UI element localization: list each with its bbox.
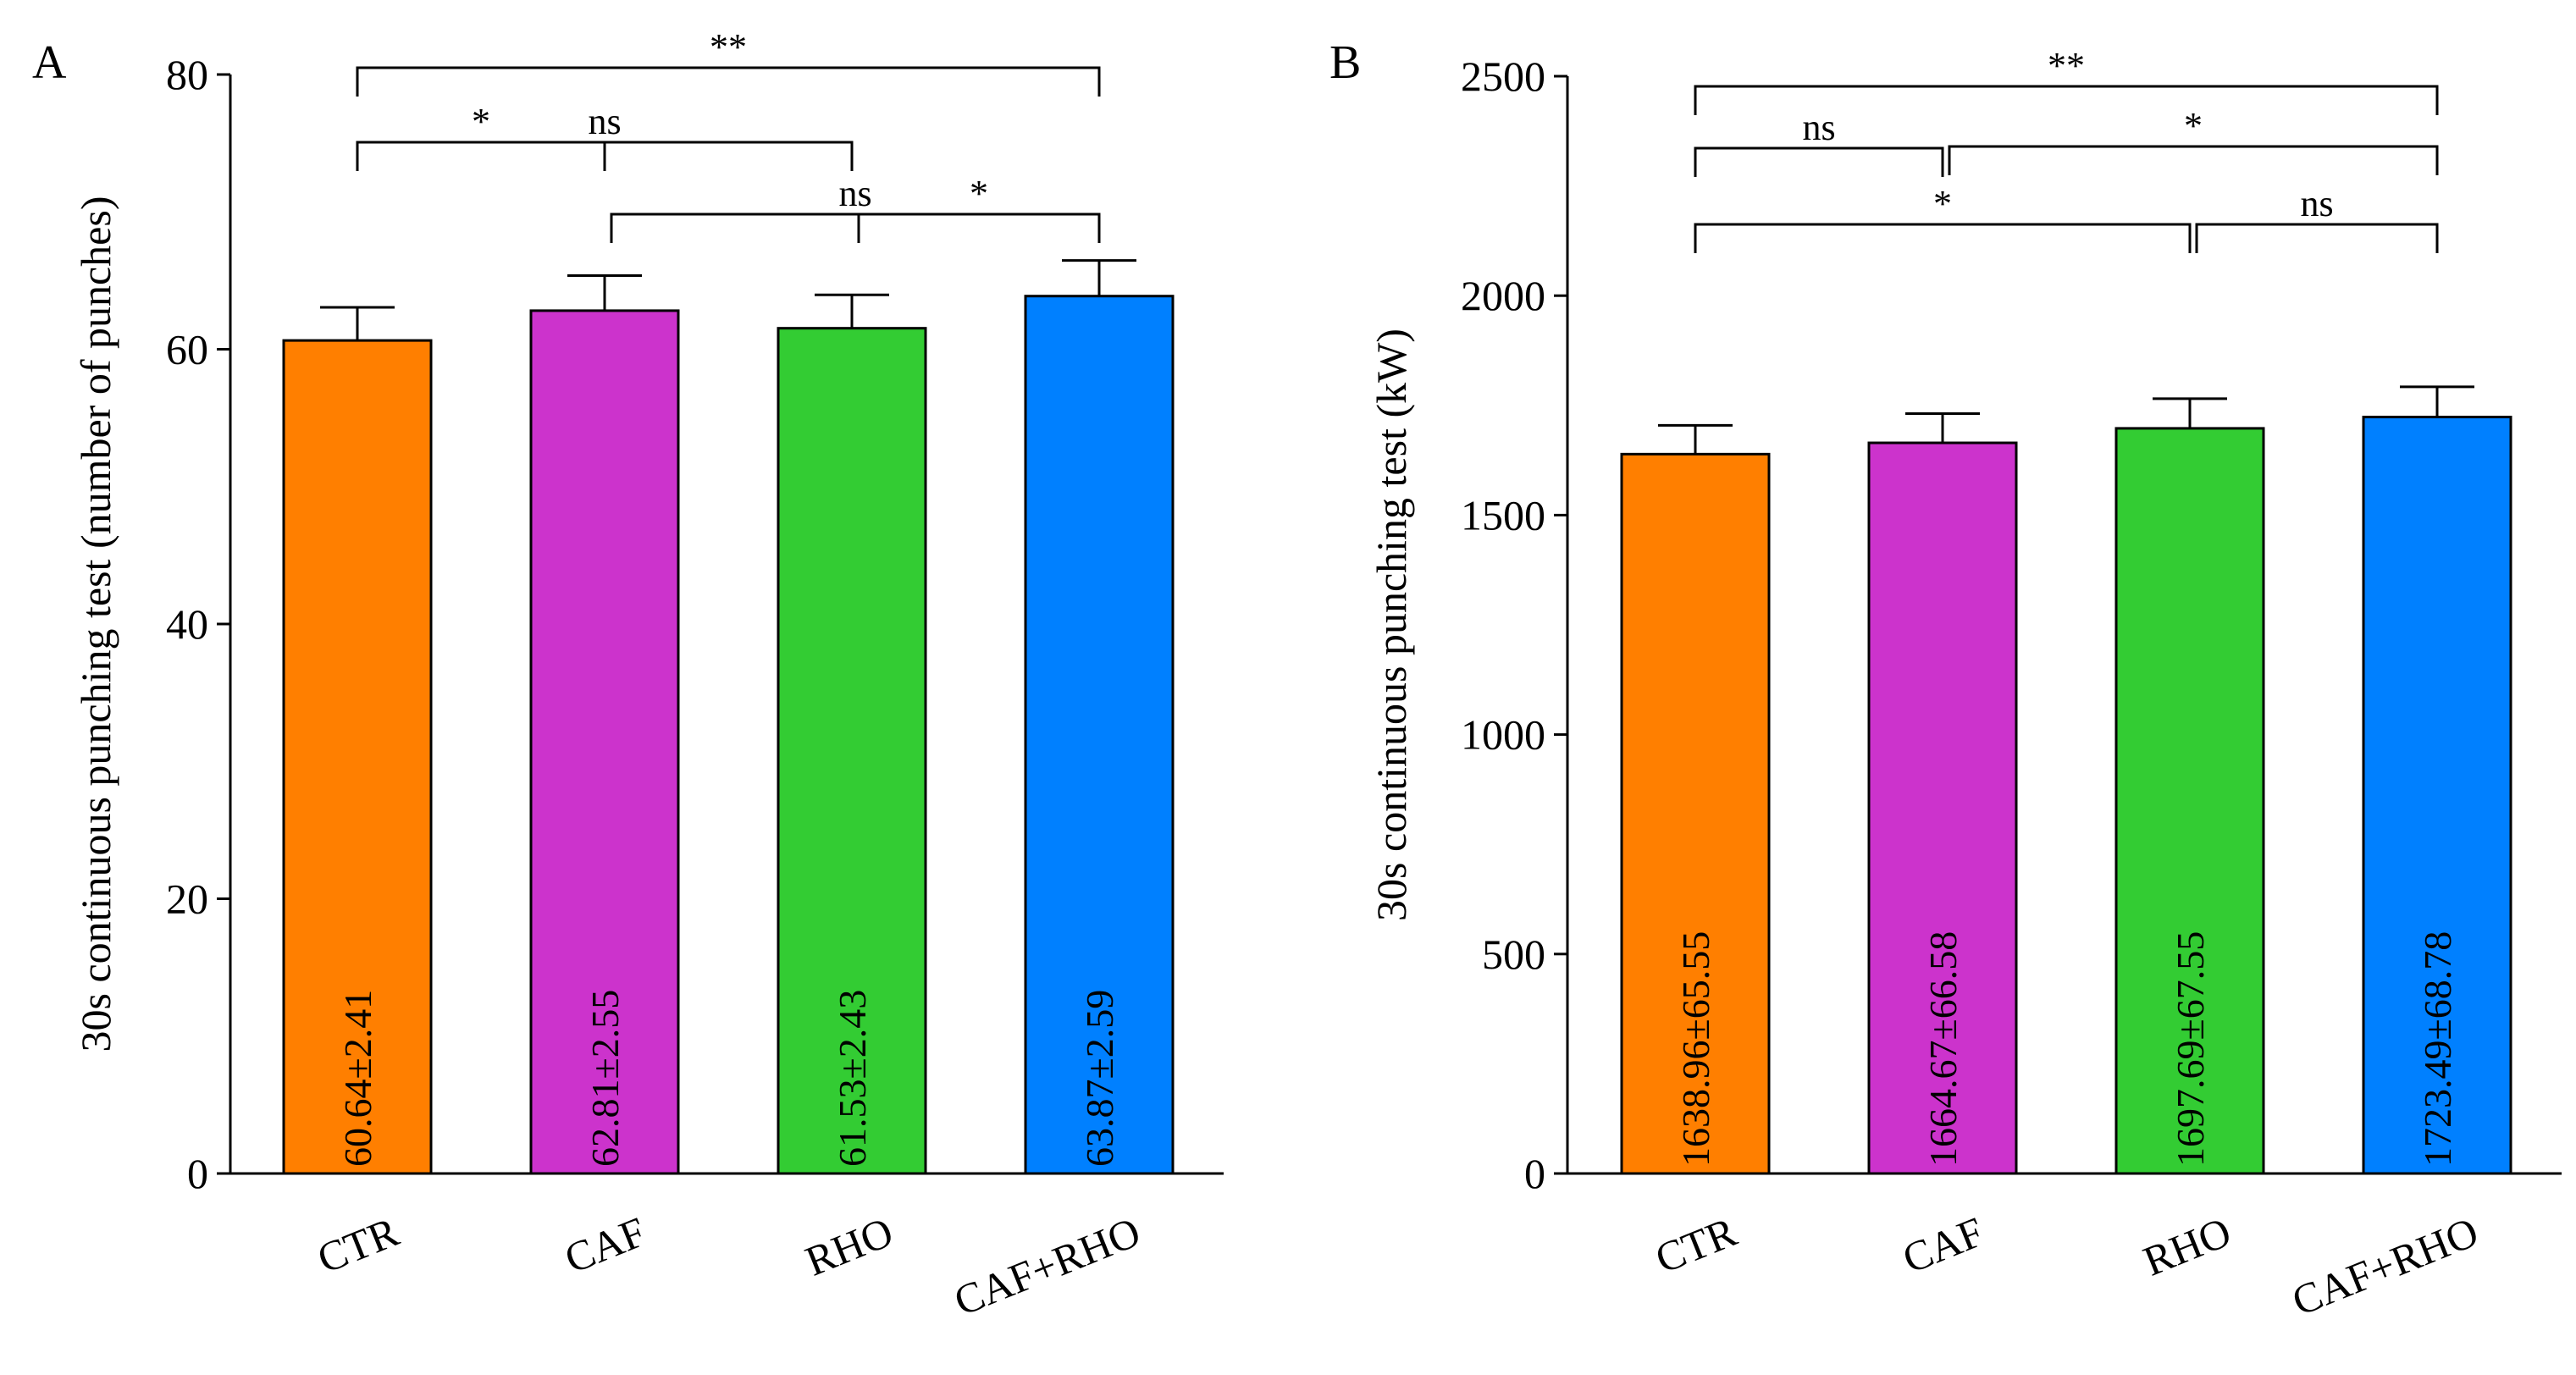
bar-value-label: 1638.96±65.55 — [1674, 931, 1717, 1167]
significance-bracket — [356, 141, 854, 171]
y-axis-title: 30s continuous punching test (kW) — [1368, 329, 1415, 921]
y-tick-label: 1500 — [1461, 491, 1545, 538]
significance-bracket — [356, 66, 1101, 97]
panel-b-chart: B 0 500 1000 1500 2000 2500 30s continuous punc… — [1329, 36, 2562, 1325]
y-tick-label: 1000 — [1461, 711, 1545, 759]
y-tick-label: 0 — [187, 1150, 208, 1197]
bar-value-label: 1664.67±66.58 — [1921, 931, 1965, 1167]
significance-label: * — [2184, 105, 2203, 146]
x-tick-label: RHO — [799, 1207, 899, 1284]
significance-label: * — [472, 101, 490, 142]
significance-bracket — [1694, 223, 2192, 253]
significance-bracket — [610, 213, 1101, 243]
significance-bracket — [1694, 85, 2439, 115]
x-tick-label: CTR — [311, 1207, 406, 1283]
significance-label: ** — [2048, 45, 2085, 86]
bar — [1024, 295, 1175, 1175]
bar-value-label: 63.87±2.59 — [1078, 990, 1121, 1167]
x-tick-label: CAF — [1896, 1207, 1990, 1282]
significance-bracket — [356, 141, 606, 171]
bar — [2362, 416, 2512, 1175]
significance-label: * — [970, 173, 988, 214]
significance-label: ns — [588, 101, 621, 142]
y-tick-label: 2000 — [1461, 272, 1545, 319]
significance-label: * — [1933, 183, 1952, 224]
significance-bracket — [1694, 146, 1944, 177]
bar — [1867, 441, 2018, 1175]
bar-value-label: 1697.69±67.55 — [2169, 931, 2212, 1167]
significance-label: ns — [838, 173, 871, 214]
bar — [282, 339, 433, 1175]
significance-bracket — [857, 213, 1101, 243]
bar — [2114, 427, 2265, 1175]
significance-label: ns — [1802, 107, 1835, 148]
bar — [529, 309, 680, 1175]
x-tick-label: CTR — [1649, 1207, 1744, 1283]
significance-label: ns — [2300, 183, 2333, 224]
significance-bracket — [1948, 145, 2439, 175]
x-tick-label: CAF+RHO — [2286, 1207, 2485, 1324]
significance-label: ** — [710, 26, 747, 68]
y-tick-label: 60 — [166, 326, 208, 373]
bar-value-label: 62.81±2.55 — [583, 990, 627, 1167]
panel-letter: A — [32, 36, 67, 89]
bar-value-label: 60.64±2.41 — [336, 990, 379, 1167]
bar — [777, 327, 927, 1175]
y-tick-label: 0 — [1524, 1150, 1545, 1197]
y-axis-title: 30s continuous punching test (number of … — [72, 196, 119, 1052]
significance-bracket — [2195, 223, 2439, 253]
y-tick-label: 80 — [166, 51, 208, 98]
y-tick-label: 40 — [166, 600, 208, 648]
panel-a-chart: A 0 20 40 60 80 30s continuous punching test (… — [32, 26, 1224, 1325]
bar — [1620, 452, 1771, 1175]
y-tick-label: 2500 — [1461, 52, 1545, 100]
y-tick-label: 20 — [166, 875, 208, 923]
x-tick-label: CAF — [558, 1207, 652, 1282]
bar-value-label: 61.53±2.43 — [831, 990, 874, 1167]
x-tick-label: RHO — [2137, 1207, 2237, 1284]
y-tick-label: 500 — [1482, 930, 1545, 978]
x-tick-label: CAF+RHO — [948, 1207, 1147, 1324]
panel-letter: B — [1329, 36, 1361, 89]
bar-value-label: 1723.49±68.78 — [2416, 931, 2459, 1167]
